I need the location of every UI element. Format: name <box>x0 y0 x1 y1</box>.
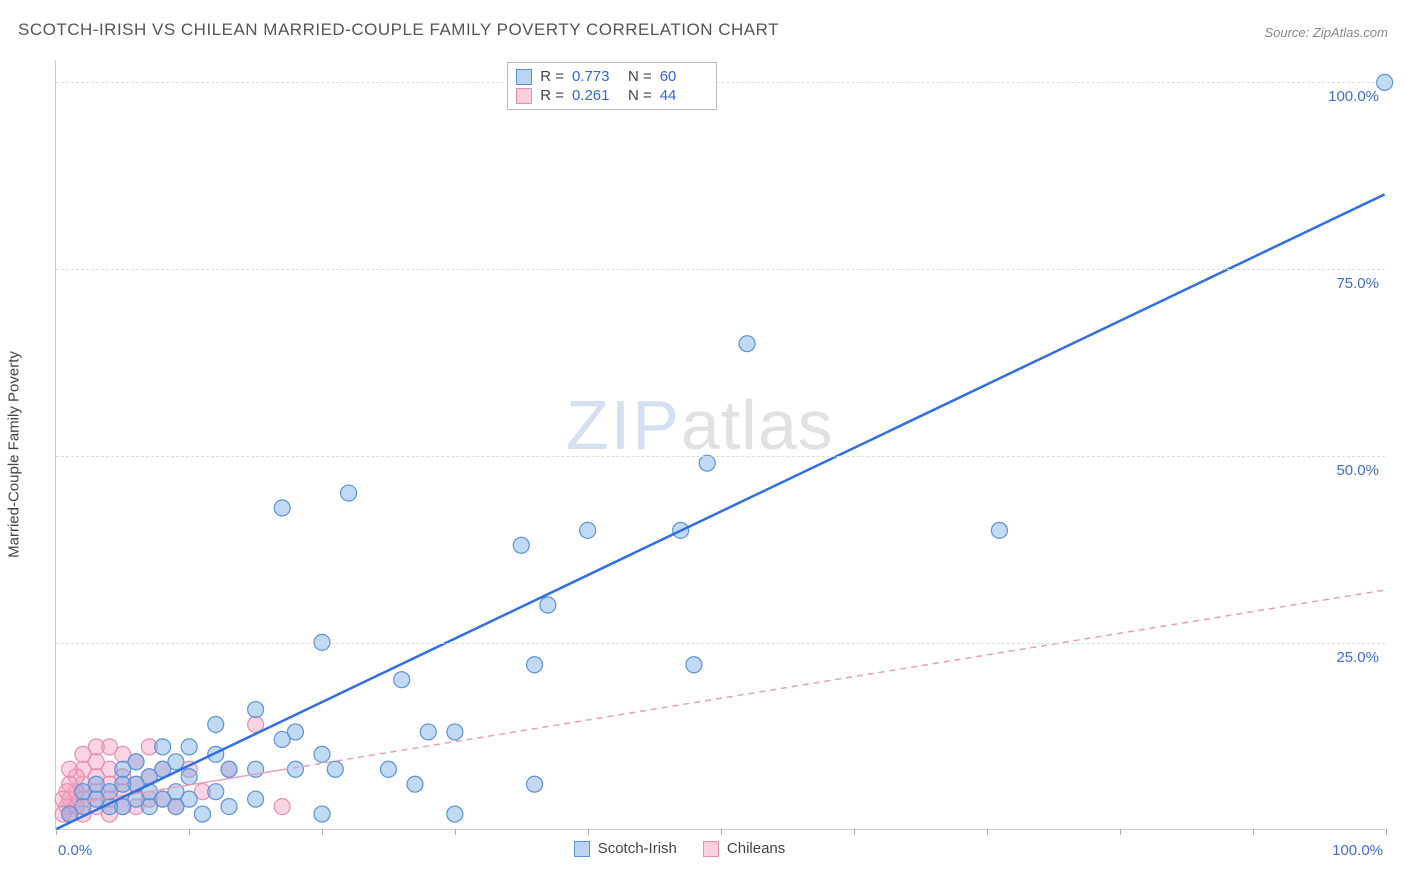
legend-N-label: N = <box>628 68 652 85</box>
scotch_irish-point <box>194 806 210 822</box>
chileans-trend-dashed <box>282 590 1384 770</box>
legend-N-value: 44 <box>660 87 708 104</box>
scotch_irish-point <box>208 784 224 800</box>
scotch_irish-point <box>248 702 264 718</box>
gridline-h <box>56 643 1385 644</box>
scotch_irish-trend <box>56 194 1384 829</box>
x-tick <box>588 829 589 835</box>
gridline-h <box>56 82 1385 83</box>
scotch_irish-point <box>447 806 463 822</box>
plot-svg <box>56 60 1385 829</box>
scotch_irish-point <box>407 776 423 792</box>
chileans-point <box>75 746 91 762</box>
x-tick <box>987 829 988 835</box>
scotch_irish-point <box>991 522 1007 538</box>
legend-swatch <box>516 88 532 104</box>
scotch_irish-point <box>447 724 463 740</box>
x-tick <box>1120 829 1121 835</box>
scotch_irish-point <box>420 724 436 740</box>
legend-R-label: R = <box>540 68 564 85</box>
x-tick <box>189 829 190 835</box>
scotch_irish-point <box>513 537 529 553</box>
gridline-h <box>56 269 1385 270</box>
source-prefix: Source: <box>1264 25 1312 40</box>
x-tick <box>721 829 722 835</box>
legend-swatch <box>703 841 719 857</box>
legend-R-value: 0.261 <box>572 87 620 104</box>
y-tick-label: 50.0% <box>1336 462 1379 479</box>
legend-R-label: R = <box>540 87 564 104</box>
legend-N-label: N = <box>628 87 652 104</box>
chileans-point <box>274 799 290 815</box>
plot-area: ZIPatlas 25.0%50.0%75.0%100.0%0.0%100.0% <box>55 60 1385 830</box>
legend-swatch <box>516 69 532 85</box>
scotch_irish-point <box>380 761 396 777</box>
scotch_irish-point <box>699 455 715 471</box>
scotch_irish-point <box>394 672 410 688</box>
scotch_irish-point <box>287 761 303 777</box>
x-tick <box>1253 829 1254 835</box>
gridline-h <box>56 456 1385 457</box>
scotch_irish-point <box>686 657 702 673</box>
x-tick <box>854 829 855 835</box>
legend-stats-row: R = 0.261 N = 44 <box>516 86 708 105</box>
legend-series-label: Chileans <box>727 840 785 857</box>
y-axis-label: Married-Couple Family Poverty <box>6 351 23 558</box>
legend-series: Scotch-Irish Chileans <box>574 840 804 857</box>
source-name: ZipAtlas.com <box>1313 25 1388 40</box>
legend-swatch <box>574 841 590 857</box>
scotch_irish-point <box>314 806 330 822</box>
x-tick-label-min: 0.0% <box>58 842 92 859</box>
source-attribution: Source: ZipAtlas.com <box>1264 25 1388 40</box>
x-tick <box>322 829 323 835</box>
scotch_irish-point <box>341 485 357 501</box>
legend-stats: R = 0.773 N = 60 R = 0.261 N = 44 <box>507 62 717 110</box>
scotch_irish-point <box>274 500 290 516</box>
scotch_irish-point <box>540 597 556 613</box>
scotch_irish-point <box>327 761 343 777</box>
x-tick <box>56 829 57 835</box>
legend-R-value: 0.773 <box>572 68 620 85</box>
y-tick-label: 25.0% <box>1336 649 1379 666</box>
y-tick-label: 75.0% <box>1336 275 1379 292</box>
scotch_irish-point <box>115 761 131 777</box>
scotch_irish-point <box>314 746 330 762</box>
chart-title: SCOTCH-IRISH VS CHILEAN MARRIED-COUPLE F… <box>18 20 779 40</box>
scotch_irish-point <box>739 336 755 352</box>
y-tick-label: 100.0% <box>1328 88 1379 105</box>
legend-N-value: 60 <box>660 68 708 85</box>
x-tick <box>455 829 456 835</box>
scotch_irish-point <box>208 716 224 732</box>
scotch_irish-point <box>221 761 237 777</box>
legend-series-label: Scotch-Irish <box>598 840 677 857</box>
title-bar: SCOTCH-IRISH VS CHILEAN MARRIED-COUPLE F… <box>18 20 1388 40</box>
scotch_irish-point <box>274 731 290 747</box>
scotch_irish-point <box>248 791 264 807</box>
scotch_irish-point <box>155 739 171 755</box>
scotch_irish-point <box>181 739 197 755</box>
scotch_irish-point <box>527 657 543 673</box>
scotch_irish-point <box>181 769 197 785</box>
scotch_irish-point <box>580 522 596 538</box>
chileans-point <box>62 761 78 777</box>
legend-stats-row: R = 0.773 N = 60 <box>516 67 708 86</box>
scotch_irish-point <box>75 784 91 800</box>
x-tick <box>1386 829 1387 835</box>
scotch_irish-point <box>221 799 237 815</box>
x-tick-label-max: 100.0% <box>1332 842 1383 859</box>
scotch_irish-point <box>527 776 543 792</box>
